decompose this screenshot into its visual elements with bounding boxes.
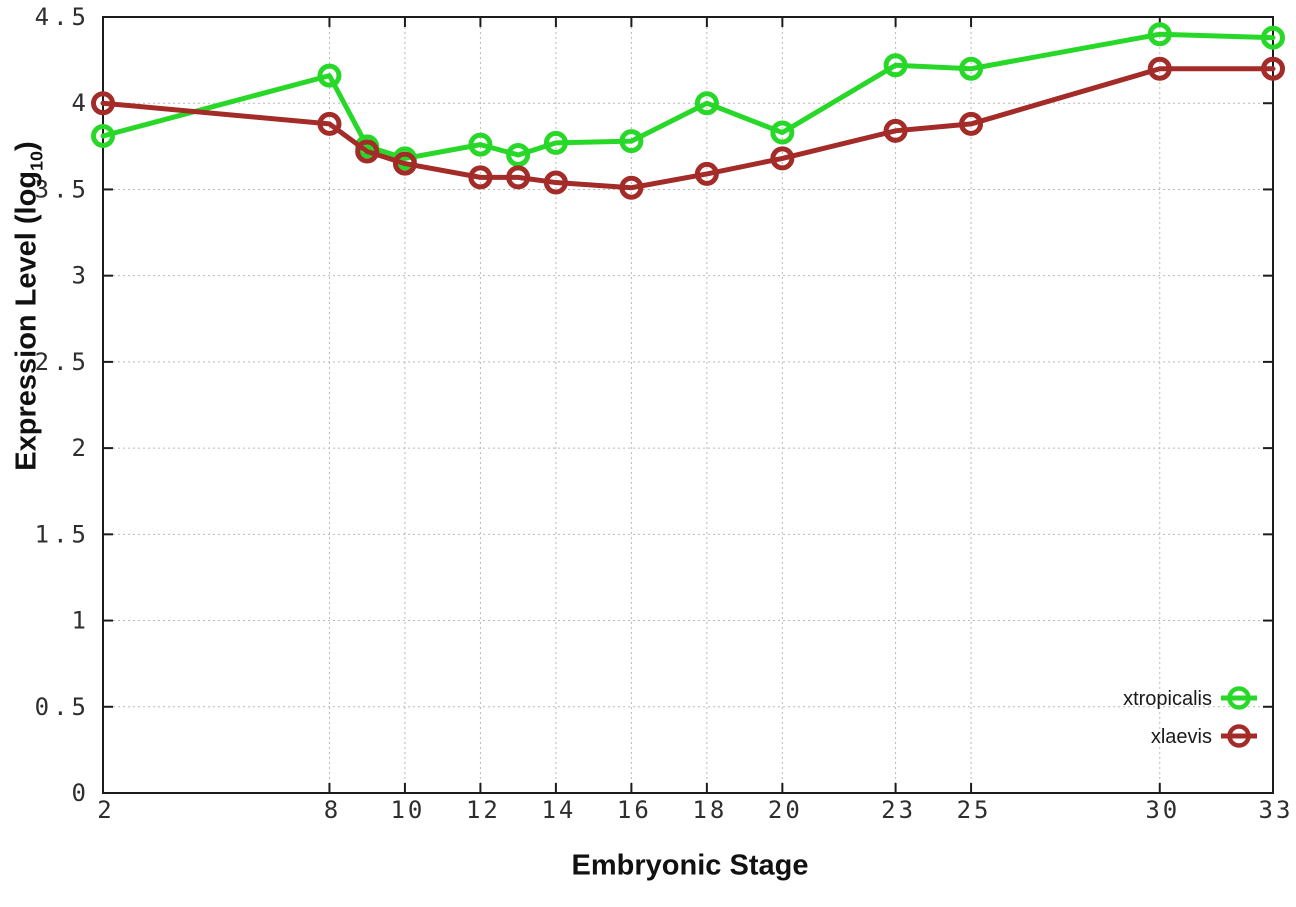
series-xtropicalis-marker xyxy=(619,129,644,154)
x-tick-label: 30 xyxy=(1145,796,1180,824)
series-xtropicalis-marker xyxy=(1261,25,1285,50)
series-xlaevis-marker xyxy=(883,118,908,143)
series-xtropicalis-marker xyxy=(91,123,115,148)
series-xlaevis-marker xyxy=(1261,56,1285,81)
x-tick-label: 33 xyxy=(1259,796,1294,824)
series-xlaevis-marker xyxy=(770,146,795,171)
series-xtropicalis-marker xyxy=(883,53,908,78)
series-xtropicalis-marker xyxy=(317,63,342,88)
y-tick-label: 0 xyxy=(72,779,90,807)
y-tick-label: 1.5 xyxy=(35,520,90,548)
legend-label-xlaevis: xlaevis xyxy=(1151,726,1212,748)
y-tick-label: 1 xyxy=(72,607,90,635)
x-axis-title: Embryonic Stage xyxy=(571,849,809,882)
x-tick-label: 25 xyxy=(957,796,992,824)
series-xlaevis-marker xyxy=(543,170,568,195)
series-xlaevis-marker xyxy=(694,161,719,186)
series-xlaevis-marker xyxy=(91,91,115,116)
y-tick-label: 2.5 xyxy=(35,348,90,376)
y-tick-label: 3 xyxy=(72,262,90,290)
series-xtropicalis-marker xyxy=(770,120,795,145)
legend-sample-marker-xlaevis xyxy=(1227,724,1251,748)
x-tick-label: 14 xyxy=(541,796,576,824)
series-xlaevis-marker xyxy=(506,165,531,190)
y-tick-label: 2 xyxy=(72,434,90,462)
series-xtropicalis-marker xyxy=(1147,22,1172,47)
series-xtropicalis-marker xyxy=(468,132,493,157)
x-tick-label: 12 xyxy=(466,796,501,824)
y-tick-label: 0.5 xyxy=(35,693,90,721)
series-xtropicalis-marker xyxy=(694,91,719,116)
series-xtropicalis-marker xyxy=(543,130,568,155)
legend-label-xtropicalis: xtropicalis xyxy=(1123,688,1212,710)
series-xlaevis-marker xyxy=(959,111,984,136)
series-xlaevis-line xyxy=(100,66,1276,191)
series-xlaevis-marker xyxy=(392,151,417,176)
series-xtropicalis-marker xyxy=(506,142,531,167)
series-xtropicalis-line xyxy=(100,31,1276,161)
y-axis-title-suffix: ) xyxy=(10,141,43,151)
series-xlaevis-marker xyxy=(317,111,342,136)
x-tick-label: 20 xyxy=(768,796,803,824)
x-tick-label: 2 xyxy=(97,796,114,824)
x-tick-label: 8 xyxy=(324,796,341,824)
x-tick-label: 16 xyxy=(617,796,652,824)
y-axis-title-text: Expression Level (log xyxy=(10,170,43,471)
x-tick-label: 23 xyxy=(881,796,916,824)
series-xtropicalis-marker xyxy=(959,56,984,81)
plot-border xyxy=(102,16,1274,794)
y-tick-label: 4 xyxy=(72,89,90,117)
series-xlaevis-marker xyxy=(468,165,493,190)
series-xlaevis-marker xyxy=(619,175,644,200)
y-axis-title: Expression Level (log10) xyxy=(11,141,48,470)
y-tick-label: 4.5 xyxy=(35,3,90,31)
series-xlaevis-marker xyxy=(1147,56,1172,81)
y-tick-label: 3.5 xyxy=(35,175,90,203)
y-axis-title-subscript: 10 xyxy=(26,150,47,171)
x-tick-label: 10 xyxy=(390,796,425,824)
x-tick-label: 18 xyxy=(692,796,727,824)
legend-sample-marker-xtropicalis xyxy=(1227,686,1251,710)
series-xlaevis-marker xyxy=(355,139,380,164)
